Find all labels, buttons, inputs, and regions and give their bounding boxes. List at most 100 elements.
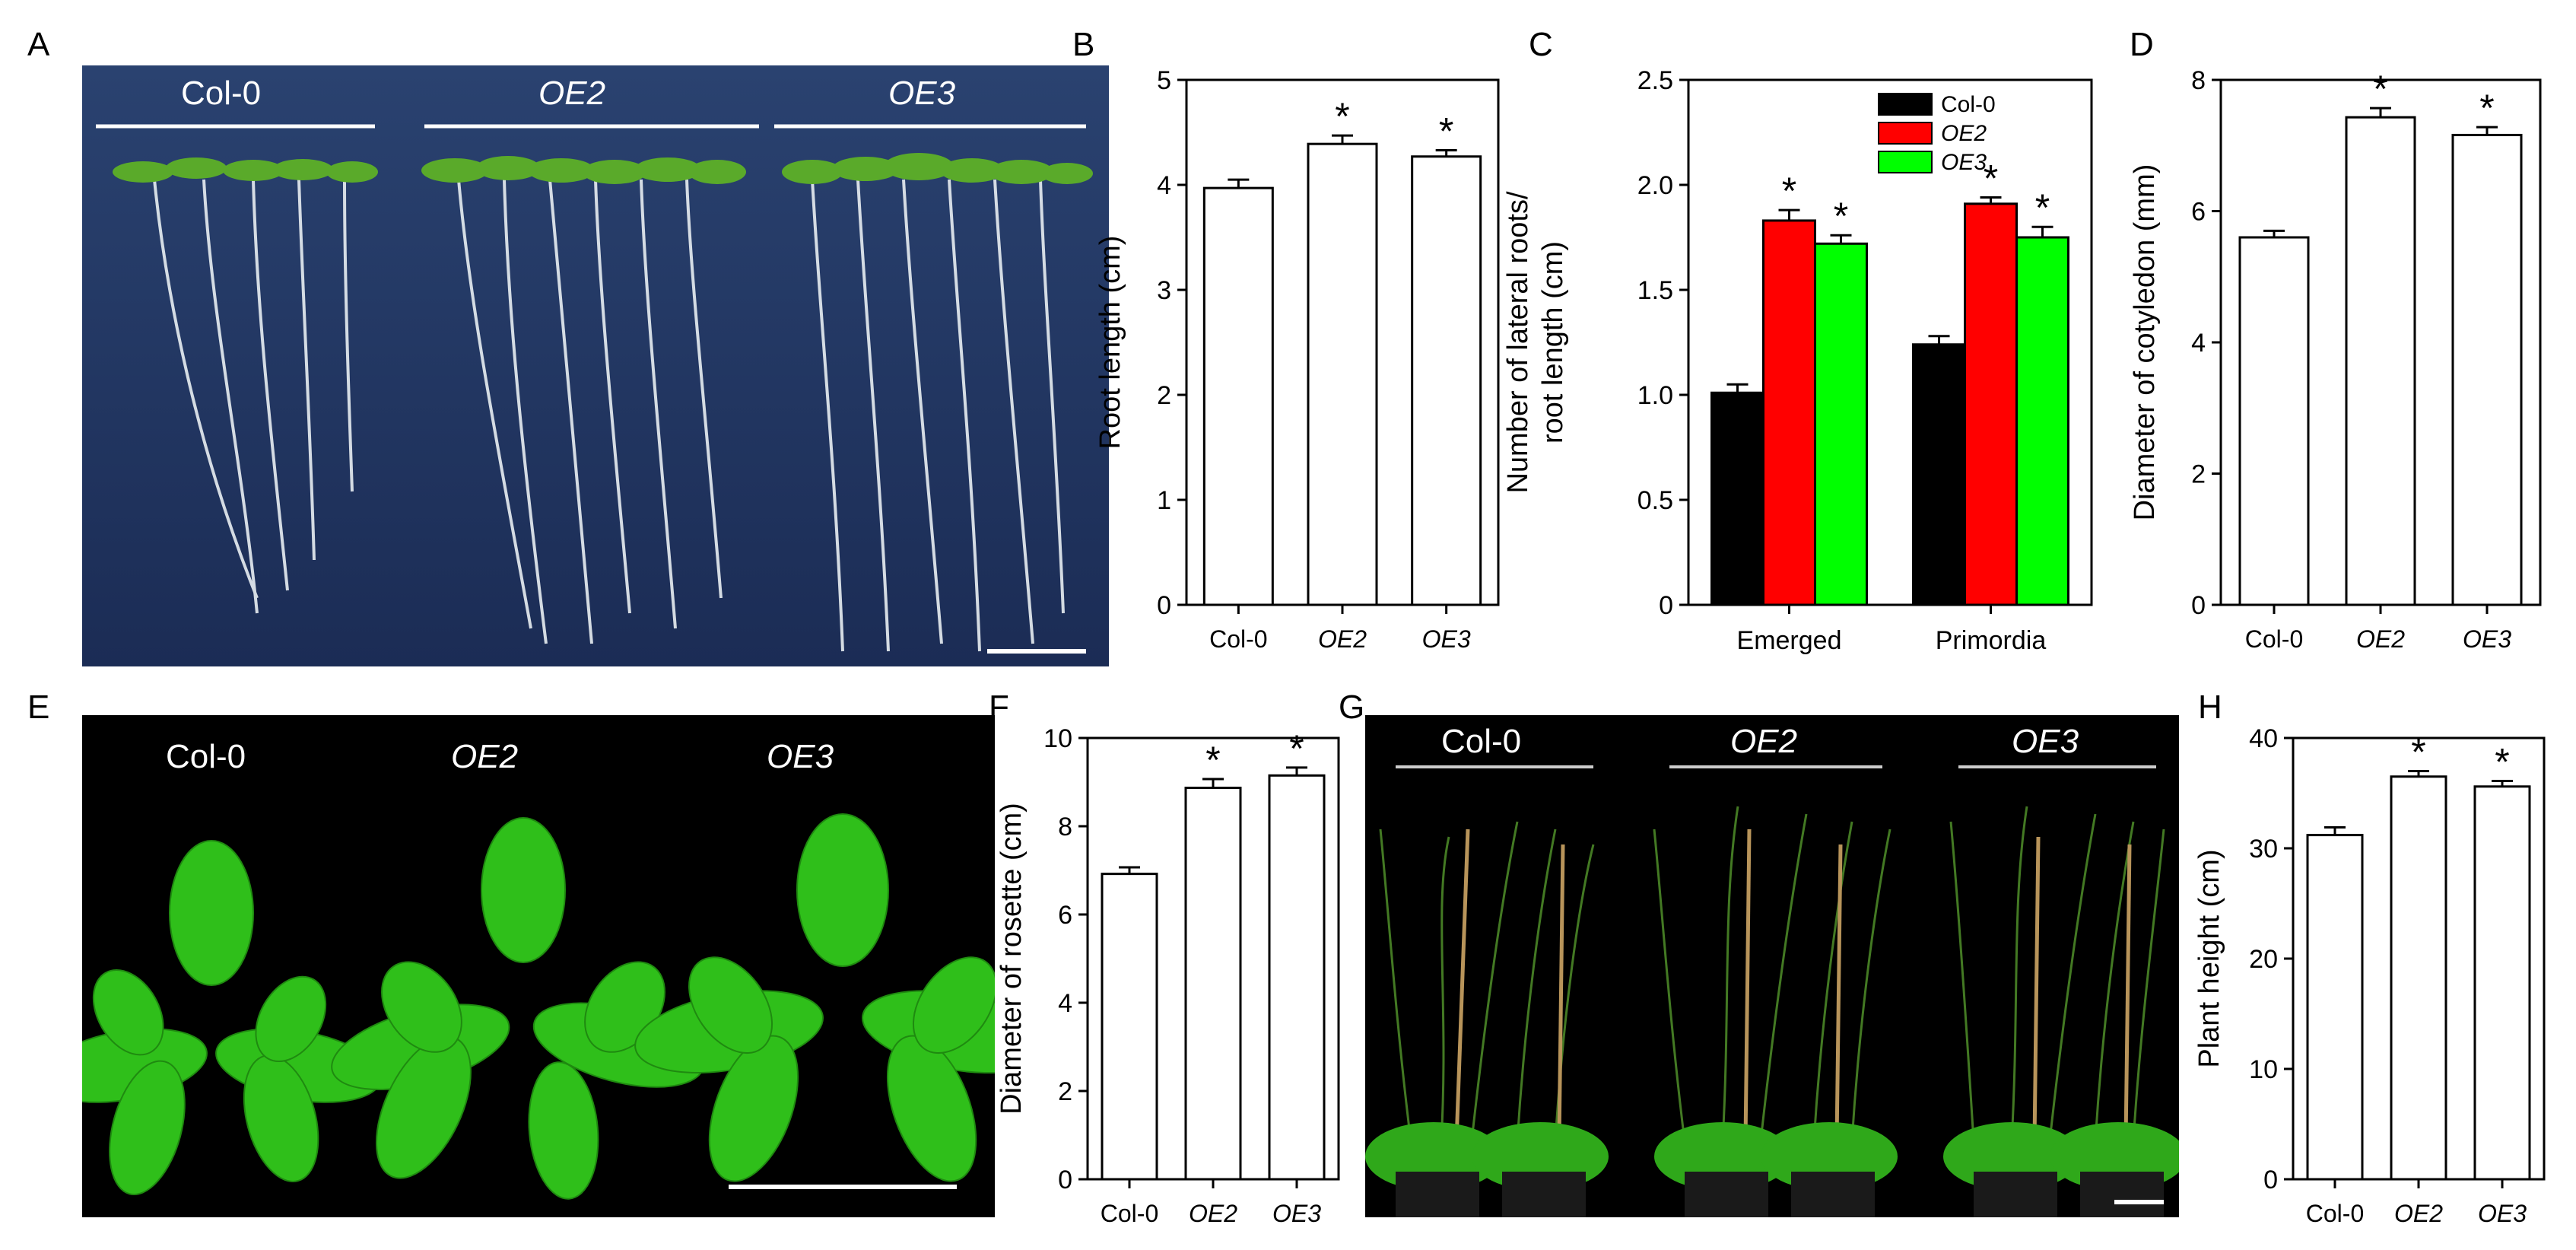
x-tick-label: OE2	[1189, 1200, 1237, 1227]
y-tick-label: 40	[2249, 724, 2278, 753]
y-tick-label: 6	[2191, 198, 2206, 227]
x-tick-label: Primordia	[1936, 626, 2047, 655]
y-axis-label: Root length (cm)	[1094, 236, 1126, 450]
legend-label: OE2	[1941, 121, 1987, 146]
rosette-photo: Col-0 OE2 OE3	[82, 715, 995, 1217]
y-tick-label: 2	[1058, 1077, 1072, 1106]
x-tick-label: OE3	[1272, 1200, 1321, 1227]
y-tick-label: 0	[1659, 591, 1673, 620]
x-tick-label: Col-0	[1209, 625, 1267, 653]
bar	[1307, 142, 1378, 606]
y-tick-label: 8	[2191, 66, 2206, 95]
y-axis-label: Number of lateral roots/root length (cm)	[1502, 191, 1569, 493]
lateral-roots-chart: 0 0.5 1.0 1.5 2.0 2.5 Number of lateral roots/…	[1502, 66, 2093, 655]
y-tick-label: 2.5	[1637, 66, 1673, 95]
significance-star: *	[2495, 741, 2509, 784]
y-tick-label: 10	[2249, 1055, 2278, 1084]
adult-plant-photo: Col-0 OE2 OE3	[1365, 715, 2179, 1217]
photo-a-label-col0: Col-0	[181, 75, 262, 112]
bar	[1101, 873, 1158, 1181]
bar	[1268, 774, 1326, 1181]
y-tick-label: 1.0	[1637, 381, 1673, 410]
y-tick-label: 10	[1043, 724, 1072, 753]
panel-letter-a: A	[27, 26, 50, 63]
x-tick-label: OE3	[2478, 1200, 2527, 1227]
significance-star: *	[2035, 186, 2050, 229]
significance-star: *	[1439, 110, 1453, 152]
photo-g-label-oe2: OE2	[1730, 723, 1798, 760]
legend-label: OE3	[1941, 150, 1987, 175]
y-tick-label: 0	[2191, 591, 2206, 620]
legend-swatch	[1878, 93, 1933, 116]
root-length-chart: 0 1 2 3 4 5 Root length (cm) Col-0 * OE2 * OE3	[1094, 66, 1500, 653]
rosette-diameter-chart: 0 2 4 6 8 10 Diameter of rosette (cm) Col-0 * OE2…	[996, 724, 1340, 1227]
significance-star: *	[2479, 87, 2494, 129]
photo-a-label-oe3: OE3	[888, 75, 956, 112]
x-tick-label: OE3	[1422, 625, 1471, 653]
cotyledon-diameter-chart: 0 2 4 6 8 Diameter of cotyledon (mm) Col-0 * OE2…	[2129, 66, 2542, 653]
panel-letter-c: C	[1529, 26, 1553, 63]
significance-star: *	[1205, 739, 1220, 781]
photo-e-label-oe3: OE3	[767, 738, 834, 775]
seedling-root-photo: Col-0 OE2 OE3	[82, 65, 1109, 666]
y-tick-label: 2	[2191, 460, 2206, 489]
significance-star: *	[2411, 731, 2425, 774]
plot-area: 0 2 4 6 8 Diameter of cotyledon (mm) Col-0 * OE2…	[2129, 66, 2542, 653]
bar	[1184, 787, 1242, 1181]
bar	[1710, 391, 1764, 606]
bar	[1964, 202, 2018, 606]
x-tick-label: Col-0	[1101, 1200, 1158, 1227]
legend-label: Col-0	[1941, 92, 1996, 117]
plant-height-chart: 0 10 20 30 40 Plant height (cm) Col-0 * OE2 * OE3	[2193, 724, 2546, 1227]
y-axis-label: Diameter of rosette (cm)	[996, 803, 1028, 1115]
bar	[1912, 343, 1966, 606]
panel-letter-g: G	[1339, 689, 1365, 726]
photo-g-label-col0: Col-0	[1441, 723, 1522, 760]
photo-a-label-oe2: OE2	[538, 75, 606, 112]
y-tick-label: 0	[1157, 591, 1171, 620]
y-tick-label: 1.5	[1637, 276, 1673, 305]
bar	[2015, 236, 2069, 606]
bar	[1814, 242, 1868, 606]
significance-star: *	[1289, 727, 1304, 770]
plot-area: 0 10 20 30 40 Plant height (cm) Col-0 * OE2 * OE3	[2193, 724, 2546, 1227]
bar	[2238, 236, 2310, 606]
legend-swatch	[1878, 122, 1933, 145]
x-tick-label: OE2	[2394, 1200, 2443, 1227]
panel-letter-b: B	[1072, 26, 1095, 63]
plot-area: 0 2 4 6 8 10 Diameter of rosette (cm) Col-0 * OE2…	[996, 724, 1340, 1227]
plot-frame	[1687, 78, 2093, 606]
x-tick-label: OE2	[2356, 625, 2405, 653]
photo-g-label-oe3: OE3	[2012, 723, 2079, 760]
y-tick-label: 2	[1157, 381, 1171, 410]
photo-e-label-oe2: OE2	[451, 738, 519, 775]
panel-letter-h: H	[2198, 689, 2222, 726]
bar	[2473, 785, 2531, 1181]
y-tick-label: 3	[1157, 276, 1171, 305]
y-tick-label: 5	[1157, 66, 1171, 95]
bar	[1411, 155, 1482, 606]
bar	[2390, 775, 2447, 1181]
bar	[1202, 186, 1274, 606]
photo-e-label-col0: Col-0	[166, 738, 246, 775]
y-axis-label: Plant height (cm)	[2193, 849, 2225, 1067]
significance-star: *	[1834, 195, 1848, 237]
y-axis-label: Diameter of cotyledon (mm)	[2129, 164, 2161, 521]
y-tick-label: 4	[1157, 171, 1171, 200]
panel-letter-e: E	[27, 689, 50, 726]
y-tick-label: 8	[1058, 813, 1072, 841]
y-tick-label: 4	[2191, 329, 2206, 358]
bar	[2451, 133, 2523, 606]
y-tick-label: 0	[1058, 1166, 1072, 1194]
significance-star: *	[1984, 157, 1998, 200]
significance-star: *	[1335, 95, 1349, 138]
y-tick-label: 1	[1157, 486, 1171, 515]
x-tick-label: Col-0	[2245, 625, 2303, 653]
y-tick-label: 20	[2249, 945, 2278, 974]
y-tick-label: 2.0	[1637, 171, 1673, 200]
y-tick-label: 0.5	[1637, 486, 1673, 515]
plot-area: 0 0.5 1.0 1.5 2.0 2.5 Number of lateral roots/…	[1502, 66, 2093, 655]
bar	[2306, 834, 2364, 1181]
panel-letter-d: D	[2130, 26, 2154, 63]
significance-star: *	[1782, 170, 1796, 212]
